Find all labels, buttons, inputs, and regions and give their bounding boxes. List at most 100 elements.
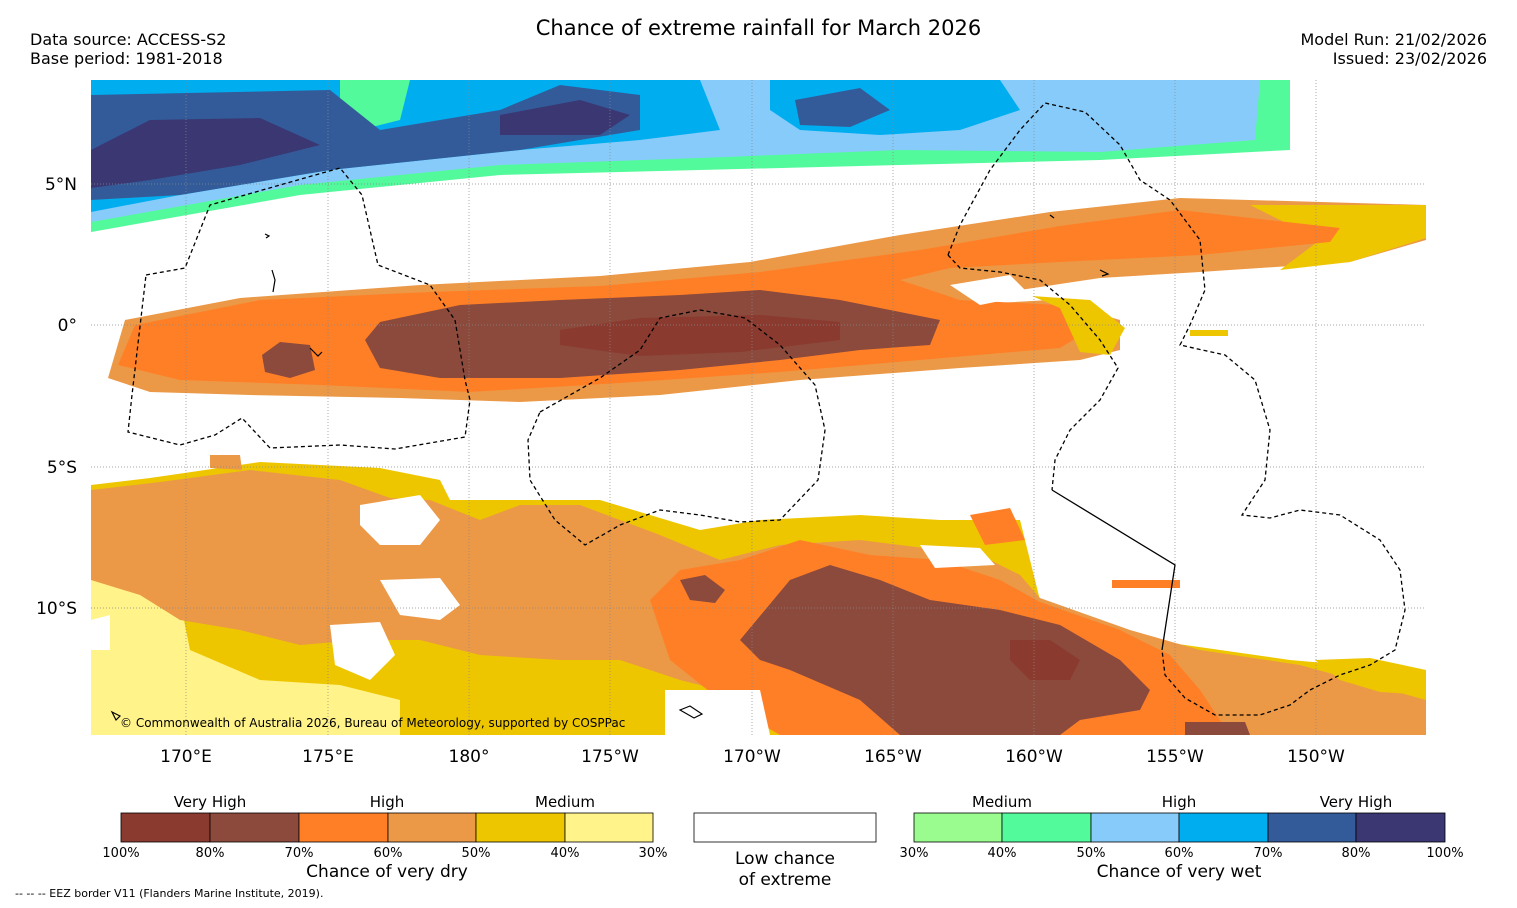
clear-patch-5	[920, 545, 995, 568]
dry-band-east-yellow-patch	[1032, 296, 1125, 355]
legend-low-swatch	[693, 812, 877, 843]
lon-label-170w: 170°W	[723, 747, 781, 767]
lon-label-170e: 170°E	[160, 747, 212, 767]
legend-dry-swatch-1	[120, 812, 211, 843]
clear-patch-1	[360, 495, 440, 545]
island-1	[264, 233, 271, 239]
legend-wet-tick-1: 30%	[900, 846, 929, 861]
lon-label-175w: 175°W	[581, 747, 639, 767]
eez-border-tuvalu-tokelau	[527, 309, 826, 546]
dry-patch-east-corner	[1315, 658, 1426, 695]
legend-wet-tick-6: 80%	[1342, 846, 1371, 861]
eez-border-solid	[1051, 489, 1176, 651]
rainfall-fields	[91, 80, 1426, 735]
legend-dry-tick-1: 100%	[102, 846, 139, 861]
legend-dry-tick-4: 60%	[374, 846, 403, 861]
wet-band-east-dark	[795, 88, 890, 127]
lon-label-165w: 165°W	[864, 747, 922, 767]
dry-south-core	[1010, 640, 1080, 680]
lon-label-150w: 150°W	[1287, 747, 1345, 767]
map-title: Chance of extreme rainfall for March 202…	[535, 16, 982, 40]
island-7	[110, 710, 122, 722]
island-markers	[110, 214, 1110, 722]
island-3	[309, 347, 323, 357]
lon-label-180: 180°	[449, 747, 490, 767]
dry-patch-small-3	[210, 455, 242, 470]
dry-patch-east-brown	[1185, 722, 1250, 735]
legend-dry-head-very-high: Very High	[174, 793, 247, 811]
map-gridlines	[91, 80, 1426, 735]
legend-wet-swatch-5	[1267, 812, 1357, 843]
lat-label-5s: 5°S	[47, 458, 77, 478]
legend-wet-title: Chance of very wet	[1097, 862, 1262, 882]
clear-patch-4	[665, 690, 770, 735]
issued-date: Issued: 23/02/2026	[1332, 49, 1487, 68]
eez-border-line-islands	[947, 254, 1119, 491]
island-4	[1099, 269, 1110, 277]
island-2	[271, 269, 276, 293]
legend-dry-tick-7: 30%	[639, 846, 668, 861]
legend-wet-tick-7: 100%	[1426, 846, 1463, 861]
model-run: Model Run: 21/02/2026	[1300, 30, 1488, 49]
legend-dry-title: Chance of very dry	[306, 862, 468, 882]
eez-border-phoenix	[947, 102, 1406, 716]
wet-band-north-dark	[91, 85, 640, 200]
legend-dry-tick-2: 80%	[196, 846, 225, 861]
legend-dry: Very High High Medium 100% 80% 70% 60% 5…	[102, 793, 667, 882]
legend-dry-tick-6: 40%	[551, 846, 580, 861]
data-source: Data source: ACCESS-S2	[30, 30, 227, 49]
legend-dry-swatch-2	[209, 812, 300, 843]
legend-dry-swatch-3	[298, 812, 389, 843]
wet-band-core-darkest	[500, 100, 630, 135]
legend-wet-tick-5: 70%	[1254, 846, 1283, 861]
dry-south-east-patch	[970, 508, 1025, 545]
wet-band-north-darkest	[91, 118, 320, 188]
legend-wet-tick-2: 40%	[988, 846, 1017, 861]
base-period: Base period: 1981-2018	[30, 49, 223, 68]
legend-wet-swatch-1	[913, 812, 1003, 843]
legend-dry-tick-5: 50%	[462, 846, 491, 861]
dry-band-west-brown	[262, 342, 315, 378]
legend-dry-swatch-4	[387, 812, 477, 843]
legend-low-line2: of extreme	[739, 870, 832, 890]
dry-south-core-west	[680, 575, 725, 603]
legend-wet-swatch-4	[1178, 812, 1269, 843]
legend-wet-swatch-3	[1090, 812, 1180, 843]
clear-patch-6	[950, 275, 1030, 305]
clear-patch-2	[330, 622, 395, 680]
legend-wet-tick-4: 60%	[1165, 846, 1194, 861]
dry-patch-small-1	[1190, 330, 1228, 336]
legend-dry-head-high: High	[370, 793, 404, 811]
clear-patch-7	[91, 615, 110, 650]
island-5	[1049, 214, 1055, 219]
eez-footnote: -- -- -- EEZ border V11 (Flanders Marine…	[15, 887, 324, 900]
legend-wet-swatch-2	[1001, 812, 1092, 843]
copyright-text: © Commonwealth of Australia 2026, Bureau…	[120, 716, 625, 730]
legend-dry-tick-3: 70%	[285, 846, 314, 861]
lon-label-155w: 155°W	[1146, 747, 1204, 767]
legend-low-line1: Low chance	[735, 849, 835, 869]
lon-label-160w: 160°W	[1005, 747, 1063, 767]
legend-wet-head-high: High	[1162, 793, 1196, 811]
legend-wet: Medium High Very High 30% 40% 50% 60% 70…	[900, 793, 1464, 882]
lon-label-175e: 175°E	[302, 747, 354, 767]
legend-wet-head-medium: Medium	[972, 793, 1032, 811]
eez-borders	[127, 102, 1406, 716]
dry-band-east-yellow	[1250, 205, 1426, 270]
eez-border-solid-line	[1051, 489, 1176, 651]
legend-low: Low chance of extreme	[693, 812, 877, 890]
island-6	[678, 705, 704, 719]
dry-south-brown	[740, 565, 1150, 735]
legend-wet-tick-3: 50%	[1077, 846, 1106, 861]
dry-patch-small-2	[1112, 580, 1180, 588]
lat-label-0: 0°	[58, 316, 77, 336]
clear-patch-3	[380, 578, 460, 620]
legend-dry-head-medium: Medium	[535, 793, 595, 811]
legend-wet-head-very-high: Very High	[1320, 793, 1393, 811]
legend-wet-swatch-6	[1355, 812, 1446, 843]
lat-label-10s: 10°S	[36, 599, 77, 619]
legend-dry-swatch-5	[475, 812, 566, 843]
legend-dry-swatch-6	[564, 812, 654, 843]
lat-label-5n: 5°N	[45, 175, 77, 195]
